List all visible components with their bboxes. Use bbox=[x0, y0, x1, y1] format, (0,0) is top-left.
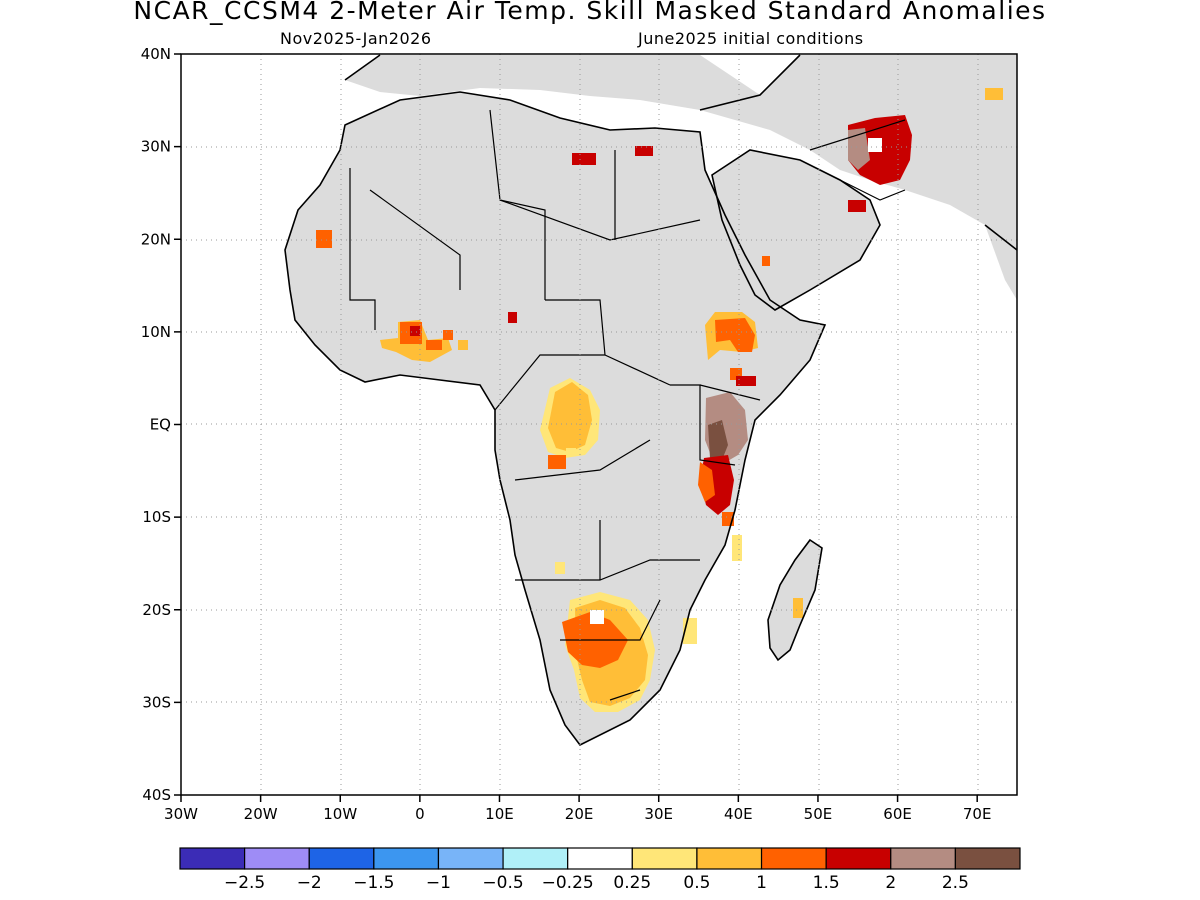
lat-tick-label: 20S bbox=[142, 601, 171, 619]
colorbar-label: 2 bbox=[885, 873, 896, 893]
forecast-period: Nov2025-Jan2026 bbox=[280, 29, 432, 48]
lat-tick-label: 30N bbox=[141, 138, 171, 156]
colorbar-swatch bbox=[373, 847, 440, 870]
lon-tick-label: 10W bbox=[323, 805, 357, 823]
colorbar-swatch bbox=[244, 847, 310, 870]
colorbar-label: −0.25 bbox=[542, 873, 594, 893]
lat-tick-label: 10N bbox=[141, 323, 171, 341]
map-content bbox=[181, 54, 1017, 795]
longitude-axis: 30W 20W 10W 0 10E 20E 30E 40E 50E 60E 70E bbox=[164, 795, 991, 823]
lat-tick-label: 30S bbox=[142, 693, 171, 711]
lat-tick-label: 40N bbox=[141, 45, 171, 63]
colorbar-swatch bbox=[308, 847, 375, 870]
colorbar-label: 0.5 bbox=[683, 873, 710, 893]
lon-tick-label: 60E bbox=[883, 805, 912, 823]
colorbar-label: −2.5 bbox=[224, 873, 265, 893]
lat-tick-label: 20N bbox=[141, 230, 171, 248]
colorbar-swatch bbox=[567, 847, 633, 870]
lon-tick-label: 30E bbox=[644, 805, 673, 823]
colorbar-swatch bbox=[954, 847, 1021, 870]
colorbar-swatch bbox=[502, 847, 569, 870]
lat-tick-label: 40S bbox=[142, 786, 171, 804]
lon-tick-label: 0 bbox=[415, 805, 425, 823]
country-borders bbox=[349, 109, 906, 701]
colorbar-label: −2 bbox=[297, 873, 322, 893]
lon-tick-label: 20E bbox=[565, 805, 594, 823]
graticule bbox=[181, 54, 1017, 795]
initial-conditions: June2025 initial conditions bbox=[638, 29, 864, 48]
lon-tick-label: 50E bbox=[804, 805, 833, 823]
colorbar-swatch bbox=[825, 847, 892, 870]
lon-tick-label: 20W bbox=[244, 805, 278, 823]
colorbar-label: 2.5 bbox=[942, 873, 969, 893]
lat-tick-label: 10S bbox=[142, 508, 171, 526]
colorbar-swatch bbox=[890, 847, 956, 870]
anomaly-shading bbox=[316, 88, 1003, 712]
lon-tick-label: 30W bbox=[164, 805, 198, 823]
colorbar-label: −1 bbox=[426, 873, 451, 893]
colorbar-swatch bbox=[631, 847, 698, 870]
coastlines bbox=[284, 54, 1017, 747]
colorbar-swatch bbox=[696, 847, 763, 870]
colorbar-swatch bbox=[179, 847, 246, 870]
colorbar-label: 0.25 bbox=[613, 873, 651, 893]
colorbar: −2.5 −2 −1.5 −1 −0.5 −0.25 0.25 0.5 1 1.5 2 2.5 bbox=[179, 847, 1021, 893]
colorbar-label: 1.5 bbox=[813, 873, 840, 893]
colorbar-swatch bbox=[760, 847, 827, 870]
latitude-axis: 40N 30N 20N 10N EQ 10S 20S 30S 40S bbox=[141, 45, 181, 804]
lon-tick-label: 40E bbox=[724, 805, 753, 823]
colorbar-swatch bbox=[437, 847, 504, 870]
lon-tick-label: 70E bbox=[963, 805, 992, 823]
map-title: NCAR_CCSM4 2-Meter Air Temp. Skill Maske… bbox=[133, 0, 1047, 25]
colorbar-label: −0.5 bbox=[482, 873, 523, 893]
lat-tick-label: EQ bbox=[150, 416, 171, 434]
colorbar-label: 1 bbox=[756, 873, 767, 893]
colorbar-label: −1.5 bbox=[353, 873, 394, 893]
lon-tick-label: 10E bbox=[485, 805, 514, 823]
